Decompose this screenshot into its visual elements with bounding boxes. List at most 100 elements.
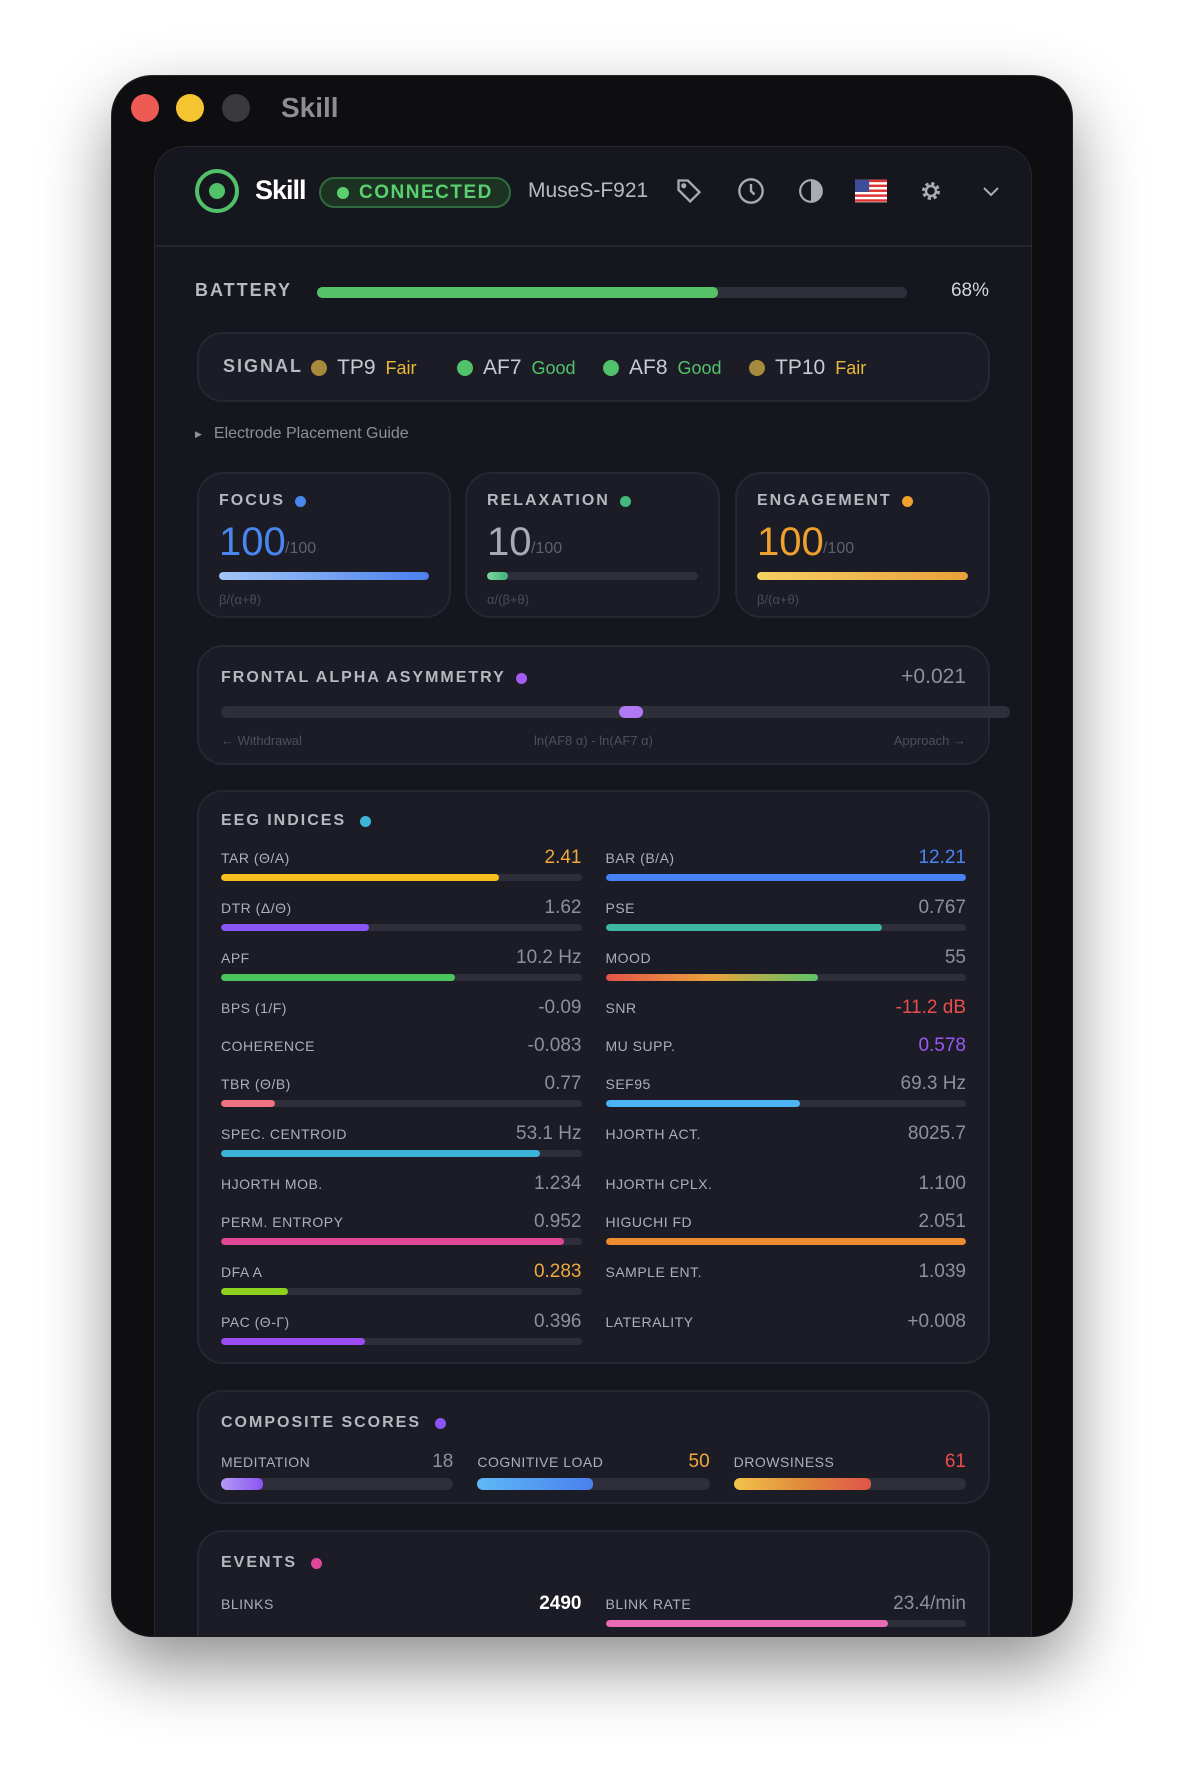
index-bar	[221, 1100, 582, 1107]
index-label: SNR	[605, 1000, 637, 1016]
index-label: BAR (B/A)	[605, 850, 675, 866]
index-label: HJORTH MOB.	[221, 1176, 323, 1192]
disclosure-triangle-icon: ▶	[195, 428, 202, 439]
app-name: Skill	[255, 175, 307, 205]
index-item: DROWSINESS 61	[733, 1450, 966, 1500]
index-bar-fill	[221, 1288, 288, 1295]
faa-formula: ln(AF8 α) - ln(AF7 α)	[533, 733, 654, 748]
index-bar-fill	[221, 874, 499, 881]
metric-bar	[219, 572, 429, 580]
signal-dot-icon	[457, 360, 473, 376]
faa-value: +0.021	[901, 665, 966, 688]
index-item: BPS (1/F) -0.09	[221, 996, 582, 1034]
metric-title: RELAXATION	[487, 492, 610, 509]
index-value: 2.051	[918, 1211, 966, 1232]
index-label: DFA A	[221, 1264, 263, 1280]
index-bar-fill	[477, 1478, 594, 1490]
index-value: 10.2 Hz	[516, 947, 582, 968]
events-card: EVENTS BLINKS 2490 BLINK RATE 23.4/min	[197, 1530, 990, 1636]
index-label: SEF95	[605, 1076, 651, 1092]
chevron-down-icon[interactable]	[975, 175, 1007, 207]
tag-icon[interactable]	[673, 175, 705, 207]
signal-label: SIGNAL	[223, 356, 304, 376]
channel-name: AF7	[483, 356, 522, 379]
index-value: 0.77	[544, 1073, 582, 1094]
index-item: HJORTH MOB. 1.234	[221, 1172, 582, 1210]
zoom-window-button[interactable]	[222, 94, 250, 122]
signal-channel: AF8 Good	[603, 356, 722, 380]
index-item: BLINKS 2490	[221, 1592, 582, 1636]
index-item: BLINK RATE 23.4/min	[605, 1592, 966, 1636]
eeg-label: EEG INDICES	[221, 812, 372, 830]
events-label: EVENTS	[221, 1554, 323, 1572]
metric-formula: β/(α+θ)	[757, 592, 800, 607]
index-bar	[221, 1478, 454, 1490]
index-label: APF	[221, 950, 250, 966]
battery-fill	[317, 287, 719, 298]
index-value: 69.3 Hz	[900, 1073, 966, 1094]
metric-max: /100	[531, 540, 563, 557]
faa-marker	[619, 706, 644, 718]
index-item: MEDITATION 18	[221, 1450, 454, 1500]
index-item: DTR (Δ/Θ) 1.62	[221, 896, 582, 946]
metric-bar-fill	[219, 572, 429, 580]
contrast-icon[interactable]	[795, 175, 827, 207]
index-value: 0.767	[918, 897, 966, 918]
index-bar-fill	[605, 974, 819, 981]
battery-label: BATTERY	[195, 280, 292, 300]
faa-label: FRONTAL ALPHA ASYMMETRY	[221, 669, 527, 687]
metric-value: 10	[487, 520, 532, 564]
index-label: MU SUPP.	[605, 1038, 676, 1054]
index-value: 18	[432, 1451, 454, 1472]
gear-icon[interactable]	[915, 175, 947, 207]
main-panel: Skill CONNECTED MuseS-F921 BATTERY 68% S…	[154, 146, 1032, 1636]
index-item: PERM. ENTROPY 0.952	[221, 1210, 582, 1260]
index-value: 1.62	[544, 897, 582, 918]
index-bar	[221, 1238, 582, 1245]
index-bar-fill	[605, 1620, 889, 1627]
index-item: HJORTH CPLX. 1.100	[606, 1172, 967, 1210]
index-value: 1.234	[533, 1173, 582, 1194]
index-item: HIGUCHI FD 2.051	[605, 1210, 966, 1260]
index-bar-fill	[733, 1478, 871, 1490]
index-label: COHERENCE	[221, 1038, 315, 1054]
index-value: 1.039	[918, 1261, 966, 1282]
events-dot-icon	[311, 1557, 323, 1569]
status-ring-icon	[195, 169, 239, 213]
metric-dot-icon	[901, 495, 913, 507]
index-bar-fill	[221, 1338, 366, 1345]
index-bar-fill	[605, 1100, 801, 1107]
metric-card-engagement: ENGAGEMENT 100/100 β/(α+θ)	[735, 472, 990, 618]
metric-bar-fill	[487, 572, 509, 580]
metric-label: FOCUS	[219, 492, 306, 510]
index-label: MEDITATION	[221, 1454, 311, 1470]
clock-icon[interactable]	[735, 175, 767, 207]
close-window-button[interactable]	[131, 94, 159, 122]
channel-quality: Good	[531, 357, 576, 378]
index-label: BLINKS	[221, 1596, 274, 1612]
index-label: LATERALITY	[605, 1314, 694, 1330]
index-value: 2.41	[544, 847, 582, 868]
electrode-guide-toggle[interactable]: ▶ Electrode Placement Guide	[195, 425, 409, 443]
index-label: MOOD	[605, 950, 652, 966]
index-item: PAC (Θ-Γ) 0.396	[221, 1310, 582, 1360]
index-bar	[221, 1338, 582, 1345]
withdrawal-label: ← Withdrawal	[221, 733, 302, 748]
index-bar	[605, 1100, 966, 1107]
index-value: 53.1 Hz	[516, 1123, 582, 1144]
channel-quality: Fair	[385, 357, 417, 378]
index-bar	[221, 874, 582, 881]
index-label: DROWSINESS	[733, 1454, 835, 1470]
index-item: SNR -11.2 dB	[606, 996, 967, 1034]
events-title: EVENTS	[221, 1554, 298, 1571]
index-value: 50	[688, 1451, 710, 1472]
index-label: PERM. ENTROPY	[221, 1214, 344, 1230]
index-bar-fill	[605, 874, 966, 881]
us-flag-icon[interactable]	[855, 175, 887, 207]
index-label: DTR (Δ/Θ)	[221, 900, 292, 916]
minimize-window-button[interactable]	[176, 94, 204, 122]
index-bar	[605, 974, 966, 981]
faa-dot-icon	[515, 672, 527, 684]
metric-label: ENGAGEMENT	[757, 492, 913, 510]
index-label: COGNITIVE LOAD	[477, 1454, 604, 1470]
